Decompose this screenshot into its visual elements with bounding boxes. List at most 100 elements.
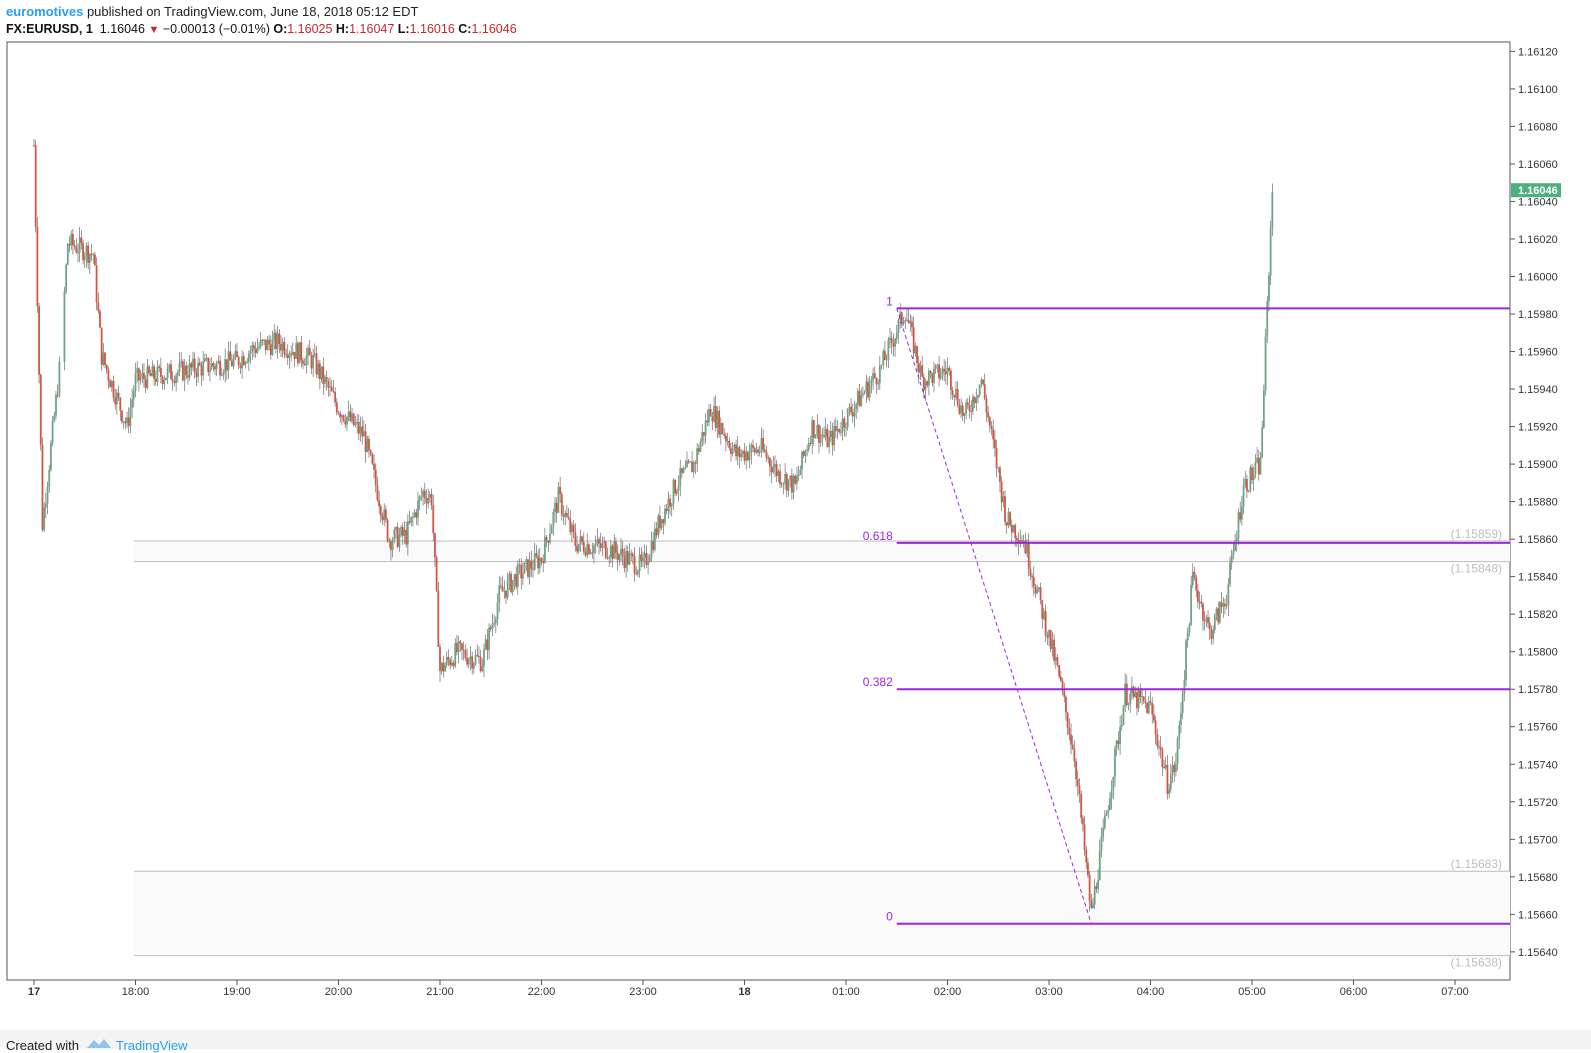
- y-tick-label: 1.15820: [1518, 609, 1558, 621]
- candle-body: [1251, 467, 1253, 481]
- candle-body: [1144, 701, 1147, 703]
- y-tick-label: 1.16040: [1518, 196, 1558, 208]
- candle-body: [391, 541, 394, 550]
- candle-body: [870, 379, 873, 385]
- candle-body: [872, 373, 874, 380]
- candle-body: [1012, 524, 1015, 533]
- candle-body: [1163, 767, 1165, 769]
- publisher-name[interactable]: euromotives: [6, 4, 84, 19]
- candle-body: [1264, 336, 1267, 391]
- candle-body: [733, 444, 736, 449]
- candle-body: [471, 656, 474, 669]
- candle-body: [90, 253, 93, 255]
- candle-body: [447, 656, 450, 661]
- candle-body: [890, 337, 893, 344]
- symbol-legend: FX:EURUSD, 1 1.16046 ▼ −0.00013 (−0.01%)…: [6, 22, 517, 36]
- candle-body: [273, 332, 276, 340]
- candle-body: [836, 428, 839, 432]
- candle-body: [1010, 525, 1013, 533]
- candle-body: [50, 443, 52, 470]
- candle-body: [136, 368, 139, 374]
- candle-body: [1036, 589, 1039, 594]
- candle-body: [317, 363, 320, 375]
- candle-body: [765, 451, 768, 458]
- tradingview-logo-icon[interactable]: [86, 1036, 112, 1050]
- candle-body: [210, 363, 213, 370]
- candle-body: [1261, 427, 1264, 458]
- candle-body: [745, 451, 748, 461]
- candle-body: [1071, 744, 1074, 750]
- candle-body: [63, 291, 66, 362]
- candle-body: [792, 475, 795, 493]
- candle-body: [1109, 798, 1111, 811]
- candle-body: [459, 641, 462, 644]
- x-tick-label: 18: [738, 986, 750, 998]
- candle-body: [741, 450, 744, 454]
- candle-body: [740, 453, 743, 458]
- tradingview-link[interactable]: TradingView: [116, 1038, 188, 1053]
- candle-body: [254, 348, 257, 353]
- candle-body: [405, 529, 408, 545]
- candle-body: [198, 362, 201, 366]
- candle-body: [691, 461, 693, 473]
- created-with-text: Created with: [6, 1038, 79, 1053]
- candle-body: [807, 442, 810, 450]
- candle-body: [161, 376, 164, 385]
- candle-body: [440, 662, 443, 672]
- candle-body: [1224, 603, 1226, 607]
- y-tick-label: 1.15720: [1518, 797, 1558, 809]
- candle-body: [571, 524, 573, 533]
- candle-body: [623, 556, 626, 568]
- candle-body: [669, 498, 671, 507]
- candle-body: [1092, 904, 1094, 908]
- candle-body: [926, 381, 929, 386]
- candle-body: [315, 353, 318, 375]
- candle-body: [121, 410, 123, 422]
- candle-body: [104, 352, 106, 365]
- candle-body: [1127, 703, 1130, 705]
- fib-level-label: 0.382: [863, 675, 893, 689]
- candle-body: [660, 519, 663, 529]
- candle-body: [420, 496, 423, 498]
- candle-body: [965, 402, 968, 414]
- candle-body: [247, 353, 250, 362]
- candle-body: [41, 444, 44, 531]
- candle-body: [895, 333, 898, 340]
- candle-body: [445, 656, 448, 666]
- candle-body: [711, 416, 714, 422]
- candle-body: [840, 431, 842, 433]
- candle-body: [197, 362, 199, 377]
- candle-body: [384, 509, 387, 520]
- candle-body: [687, 461, 690, 463]
- candle-body: [141, 372, 144, 378]
- candle-body: [975, 398, 978, 404]
- candle-body: [630, 553, 633, 555]
- candle-body: [988, 417, 991, 426]
- candle-body: [587, 544, 590, 554]
- candle-body: [735, 444, 737, 457]
- candle-body: [951, 390, 954, 395]
- candle-body: [374, 469, 377, 485]
- candle-body: [484, 639, 487, 650]
- candle-body: [897, 319, 900, 334]
- candle-body: [689, 461, 692, 463]
- candle-body: [731, 448, 734, 455]
- candle-body: [757, 449, 759, 453]
- candle-body: [522, 573, 524, 579]
- candle-body: [1115, 740, 1118, 749]
- candle-body: [621, 548, 624, 557]
- candle-body: [1188, 624, 1191, 633]
- candle-body: [518, 564, 521, 566]
- candle-body: [1114, 748, 1116, 777]
- candle-body: [1225, 605, 1228, 607]
- candle-body: [1041, 600, 1044, 619]
- candle-body: [682, 468, 685, 473]
- candle-body: [38, 306, 40, 375]
- candle-body: [112, 381, 115, 398]
- candle-body: [860, 395, 863, 407]
- candle-body: [784, 473, 787, 484]
- candle-body: [768, 458, 771, 467]
- candle-body: [1151, 702, 1154, 715]
- candle-body: [862, 393, 864, 396]
